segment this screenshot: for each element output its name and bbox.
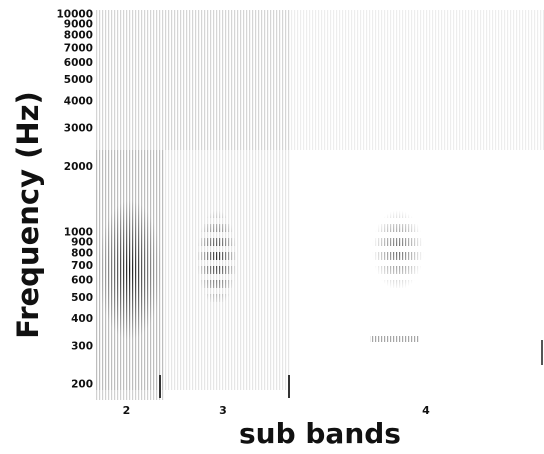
energy-blob (365, 205, 435, 300)
y-tick-label: 600 (71, 275, 93, 287)
y-tick-label: 500 (71, 292, 93, 304)
energy-blob (190, 200, 250, 320)
y-tick-label: 10000 (56, 9, 93, 21)
x-tick-label: 3 (219, 404, 227, 417)
y-tick-label: 2000 (64, 161, 93, 173)
x-tick-label: 4 (422, 404, 430, 417)
energy-blob (80, 180, 190, 380)
y-tick-label: 7000 (64, 42, 93, 54)
energy-line (370, 336, 420, 342)
y-tick-label: 800 (71, 248, 93, 260)
y-tick-label: 300 (71, 340, 93, 352)
y-tick-label: 1000 (64, 226, 93, 238)
x-axis-label: sub bands (239, 417, 401, 450)
y-tick-label: 9000 (64, 19, 93, 31)
y-tick-label: 5000 (64, 74, 93, 86)
y-tick-label: 6000 (64, 57, 93, 69)
y-tick-label: 700 (71, 260, 93, 272)
y-tick-label: 8000 (64, 30, 93, 42)
y-axis-label: Frequency (Hz) (11, 91, 45, 339)
y-tick-label: 200 (71, 379, 93, 391)
y-tick-label: 3000 (64, 122, 93, 134)
y-tick-label: 900 (71, 236, 93, 248)
x-tick-label: 2 (123, 404, 131, 417)
y-tick-label: 4000 (64, 95, 93, 107)
y-tick-label: 400 (71, 313, 93, 325)
spectrogram-texture (80, 10, 544, 400)
